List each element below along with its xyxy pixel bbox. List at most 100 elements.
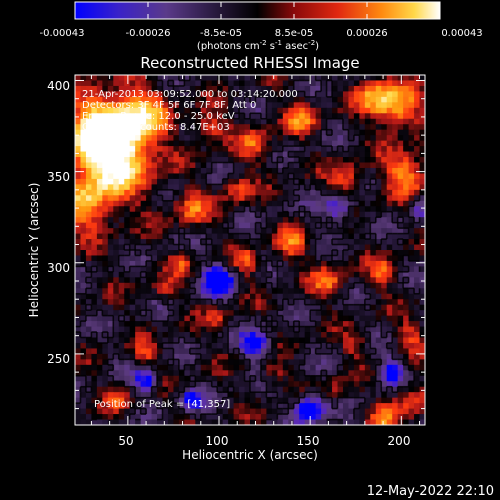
heatmap-cell	[277, 337, 284, 344]
heatmap-cell	[392, 146, 399, 153]
heatmap-cell	[381, 304, 388, 311]
heatmap-cell	[157, 206, 164, 213]
heatmap-cell	[304, 233, 311, 240]
heatmap-cell	[80, 195, 87, 202]
heatmap-cell	[80, 255, 87, 262]
heatmap-cell	[310, 124, 317, 131]
heatmap-cell	[113, 326, 120, 333]
heatmap-cell	[315, 266, 322, 273]
heatmap-cell	[206, 353, 213, 360]
heatmap-cell	[386, 250, 393, 257]
heatmap-cell	[217, 332, 224, 339]
heatmap-cell	[282, 364, 289, 371]
heatmap-cell	[135, 353, 142, 360]
heatmap-cell	[271, 386, 278, 393]
heatmap-cell	[107, 386, 114, 393]
heatmap-cell	[260, 370, 268, 377]
heatmap-cell	[403, 75, 410, 82]
heatmap-cell	[135, 392, 142, 399]
heatmap-cell	[129, 167, 136, 175]
heatmap-cell	[124, 244, 131, 251]
heatmap-cell	[244, 414, 251, 421]
heatmap-cell	[167, 113, 175, 120]
heatmap-cell	[124, 353, 131, 360]
heatmap-cell	[173, 266, 180, 273]
heatmap-cell	[178, 337, 185, 344]
heatmap-cell	[299, 392, 306, 399]
heatmap-cell	[315, 124, 322, 131]
heatmap-cell	[419, 271, 425, 278]
heatmap-cell	[260, 282, 268, 289]
heatmap-cell	[260, 195, 268, 202]
heatmap-cell	[364, 151, 371, 158]
heatmap-cell	[315, 233, 322, 240]
heatmap-cell	[315, 162, 322, 169]
heatmap-cell	[282, 157, 289, 164]
heatmap-cell	[195, 250, 202, 257]
heatmap-cell	[381, 118, 388, 125]
heatmap-cell	[326, 200, 333, 207]
heatmap-cell	[167, 277, 175, 284]
heatmap-cell	[271, 397, 278, 404]
heatmap-cell	[332, 419, 339, 425]
heatmap-cell	[293, 414, 300, 421]
heatmap-cell	[299, 189, 306, 196]
heatmap-cell	[85, 255, 93, 262]
heatmap-cell	[250, 288, 257, 295]
heatmap-cell	[364, 211, 371, 218]
heatmap-cell	[80, 85, 87, 93]
heatmap-cell	[375, 124, 382, 131]
heatmap-cell	[146, 129, 153, 136]
heatmap-cell	[228, 124, 235, 131]
heatmap-cell	[375, 386, 382, 393]
heatmap-cell	[200, 364, 207, 371]
heatmap-cell	[157, 315, 164, 322]
heatmap-cell	[113, 184, 120, 191]
heatmap-cell	[326, 189, 333, 196]
heatmap-cell	[157, 107, 164, 114]
heatmap-cell	[162, 135, 169, 142]
heatmap-cell	[233, 85, 240, 93]
heatmap-cell	[321, 244, 328, 251]
heatmap-cell	[408, 359, 415, 366]
heatmap-cell	[244, 419, 251, 425]
heatmap-cell	[75, 107, 82, 114]
heatmap-cell	[239, 140, 246, 147]
heatmap-cell	[250, 206, 257, 213]
heatmap-cell	[260, 102, 268, 109]
heatmap-cell	[206, 124, 213, 131]
heatmap-cell	[91, 375, 98, 382]
heatmap-cell	[151, 375, 158, 382]
heatmap-cell	[233, 124, 240, 131]
heatmap-cell	[135, 233, 142, 240]
heatmap-cell	[260, 211, 268, 218]
heatmap-cell	[293, 260, 300, 268]
heatmap-cell	[162, 167, 169, 175]
heatmap-cell	[397, 217, 404, 224]
heatmap-cell	[392, 250, 399, 257]
heatmap-cell	[315, 419, 322, 425]
heatmap-cell	[403, 250, 410, 257]
heatmap-cell	[124, 200, 131, 207]
heatmap-cell	[403, 266, 410, 273]
heatmap-cell	[173, 255, 180, 262]
heatmap-cell	[146, 195, 153, 202]
heatmap-cell	[228, 102, 235, 109]
heatmap-cell	[326, 375, 333, 382]
heatmap-cell	[200, 315, 207, 322]
heatmap-cell	[107, 96, 114, 103]
heatmap-cell	[228, 140, 235, 147]
heatmap-cell	[96, 173, 103, 180]
heatmap-cell	[293, 206, 300, 213]
heatmap-cell	[96, 178, 103, 185]
heatmap-cell	[397, 326, 404, 333]
heatmap-cell	[419, 96, 425, 103]
heatmap-cell	[173, 260, 180, 268]
heatmap-cell	[310, 91, 317, 98]
heatmap-cell	[107, 222, 114, 229]
heatmap-cell	[75, 211, 82, 218]
heatmap-cell	[266, 157, 273, 164]
heatmap-cell	[233, 304, 240, 311]
heatmap-cell	[304, 184, 311, 191]
heatmap-cell	[408, 250, 415, 257]
